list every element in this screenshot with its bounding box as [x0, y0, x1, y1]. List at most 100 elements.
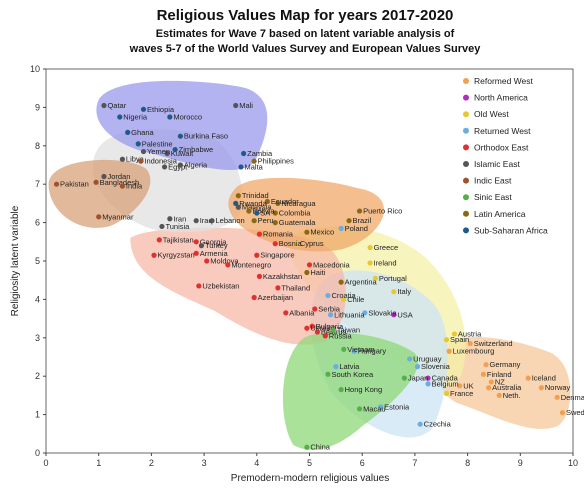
- point-russia: [322, 333, 328, 339]
- chart-subtitle-line-1: Estimates for Wave 7 based on latent var…: [156, 28, 455, 40]
- point-label-georgia: Georgia: [200, 237, 228, 246]
- legend-background: [455, 72, 568, 244]
- point-czechia: [417, 421, 423, 427]
- point-nigeria: [117, 114, 123, 120]
- point-label-australia: Australia: [492, 383, 522, 392]
- point-label-denmark: Denmark: [561, 393, 584, 402]
- point-cyprus: [293, 241, 299, 247]
- legend-marker-latin-america: [463, 210, 469, 217]
- point-label-kazakhstan: Kazakhstan: [263, 272, 302, 281]
- point-trinidad: [235, 193, 241, 199]
- legend-entry-sub-saharan-africa: Sub-Saharan Africa: [474, 225, 548, 235]
- point-finland: [480, 371, 487, 377]
- legend-entry-latin-america: Latin America: [474, 209, 526, 219]
- point-label-tunisia: Tunisia: [165, 222, 190, 231]
- x-tick-label: 1: [96, 458, 101, 468]
- x-tick-label: 9: [518, 458, 523, 468]
- point-label-libya: Libya: [126, 155, 145, 164]
- legend-marker-north-america: [463, 94, 469, 101]
- point-label-hong-kong: Hong Kong: [345, 385, 383, 394]
- point-label-ecuador: Ecuador: [271, 197, 299, 206]
- point-belarus: [314, 329, 321, 335]
- legend-entry-sinic-east: Sinic East: [474, 192, 512, 202]
- legend-marker-reformed-west: [463, 78, 469, 84]
- point-belgium: [425, 381, 431, 387]
- point-label-azerbaijan: Azerbaijan: [258, 293, 293, 302]
- point-label-montenegro: Montenegro: [231, 260, 271, 269]
- chart-subtitle-line-2: waves 5-7 of the World Values Survey and…: [129, 43, 482, 55]
- point-label-ethiopia: Ethiopia: [147, 105, 175, 114]
- y-tick-label: 5: [35, 256, 40, 266]
- point-label-chile: Chile: [347, 295, 364, 304]
- point-label-czechia: Czechia: [424, 420, 452, 429]
- point-label-egypt: Egypt: [168, 162, 188, 171]
- region-indic-east: [48, 159, 151, 228]
- point-taiwan: [330, 327, 336, 333]
- y-tick-label: 10: [30, 64, 40, 74]
- point-label-italy: Italy: [397, 287, 411, 296]
- x-axis-label: Premodern-modern religious values: [231, 473, 389, 484]
- legend-marker-orthodox-east: [463, 144, 469, 151]
- y-tick-label: 6: [35, 218, 40, 228]
- point-label-china: China: [310, 443, 330, 452]
- point-label-nz: NZ: [495, 377, 505, 386]
- point-label-armenia: Armenia: [200, 249, 229, 258]
- point-thailand: [275, 285, 281, 291]
- axes: 0 1 2 3 4 5 6 7 8 9 10 0 1 2 3 4 5 6 7 8 9 10: [30, 64, 578, 468]
- legend-entry-north-america: North America: [474, 93, 528, 103]
- point-bolivia: [246, 208, 252, 214]
- point-label-spain: Spain: [450, 335, 469, 344]
- point-usa: [391, 312, 397, 318]
- legend-entry-orthodox-east: Orthodox East: [474, 142, 529, 152]
- point-haiti: [304, 269, 310, 276]
- point-nicaragua: [275, 200, 281, 206]
- point-malaysia: [235, 204, 241, 210]
- point-label-ukraine: Ukraine: [310, 324, 336, 333]
- point-label-brazil: Brazil: [353, 216, 372, 225]
- point-guatemala: [272, 220, 278, 226]
- point-yemen: [140, 148, 147, 155]
- point-japan: [401, 375, 407, 381]
- point-luxembourg: [446, 348, 452, 354]
- point-label-argentina: Argentina: [345, 278, 378, 287]
- point-mexico: [304, 229, 310, 235]
- point-philippines: [251, 158, 257, 164]
- point-georgia: [193, 239, 199, 245]
- point-serbia: [312, 306, 318, 312]
- y-tick-label: 3: [35, 333, 40, 343]
- point-iran: [167, 216, 173, 222]
- point-iceland: [525, 375, 531, 381]
- region-latin-america: [228, 177, 385, 252]
- point-label-taiwan: Taiwan: [337, 326, 360, 335]
- y-tick-label: 1: [35, 410, 40, 420]
- x-tick-label: 2: [149, 458, 154, 468]
- point-brazil: [346, 218, 352, 224]
- point-label-bangladesh: Bangladesh: [100, 178, 140, 187]
- point-label-sweden: Sweden: [566, 408, 584, 417]
- point-label-uzbekistan: Uzbekistan: [202, 281, 239, 290]
- point-label-estonia: Estonia: [384, 402, 410, 411]
- point-label-haiti: Haiti: [310, 268, 325, 277]
- point-portugal: [372, 275, 378, 281]
- x-tick-label: 7: [412, 458, 417, 468]
- chart-title: Religious Values Map for years 2017-2020: [157, 7, 454, 24]
- point-germany: [483, 362, 489, 368]
- point-label-nigeria: Nigeria: [123, 113, 148, 122]
- point-label-slovakia: Slovakia: [368, 308, 397, 317]
- point-label-puerto-rico: Puerto Rico: [363, 207, 402, 216]
- point-label-peru: Peru: [258, 216, 274, 225]
- point-label-uk: UK: [463, 381, 473, 390]
- point-label-neth: Neth.: [503, 391, 521, 400]
- y-axis-label: Religiosity latent variable: [10, 205, 21, 316]
- point-iraq: [193, 218, 199, 224]
- point-puerto-rico: [356, 208, 363, 214]
- point-palestine: [135, 141, 141, 147]
- point-label-hungary: Hungary: [358, 347, 387, 356]
- x-tick-label: 8: [465, 458, 470, 468]
- point-south-korea: [325, 371, 331, 377]
- point-morocco: [167, 114, 173, 120]
- point-label-qatar: Qatar: [107, 101, 126, 110]
- point-label-ghana: Ghana: [131, 128, 154, 137]
